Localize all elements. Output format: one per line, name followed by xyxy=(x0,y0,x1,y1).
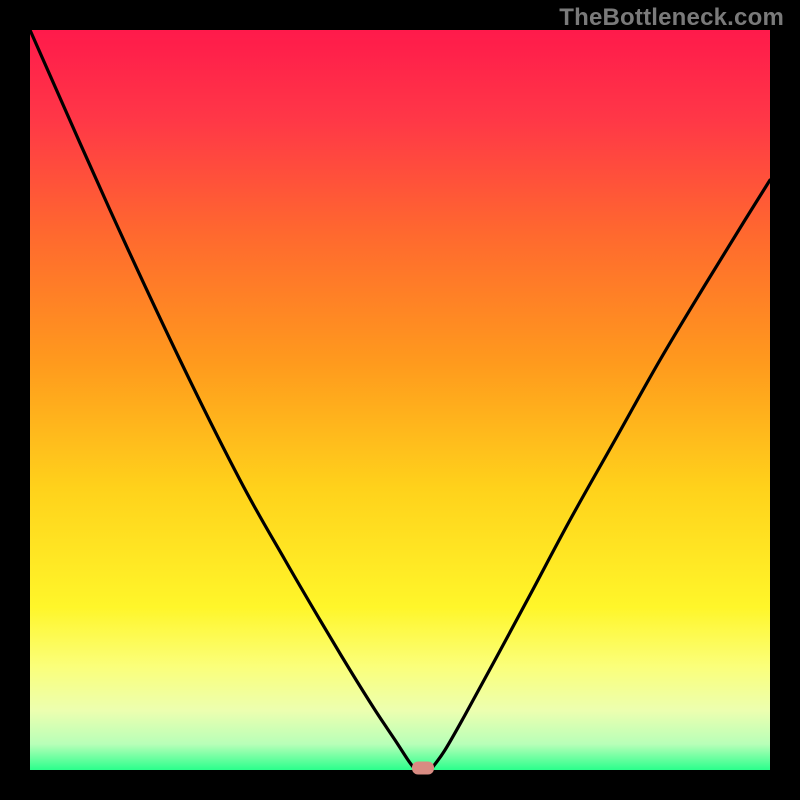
optimal-point-marker xyxy=(412,762,434,775)
watermark-text: TheBottleneck.com xyxy=(559,4,784,32)
bottleneck-chart xyxy=(0,0,800,800)
chart-background xyxy=(30,30,770,770)
